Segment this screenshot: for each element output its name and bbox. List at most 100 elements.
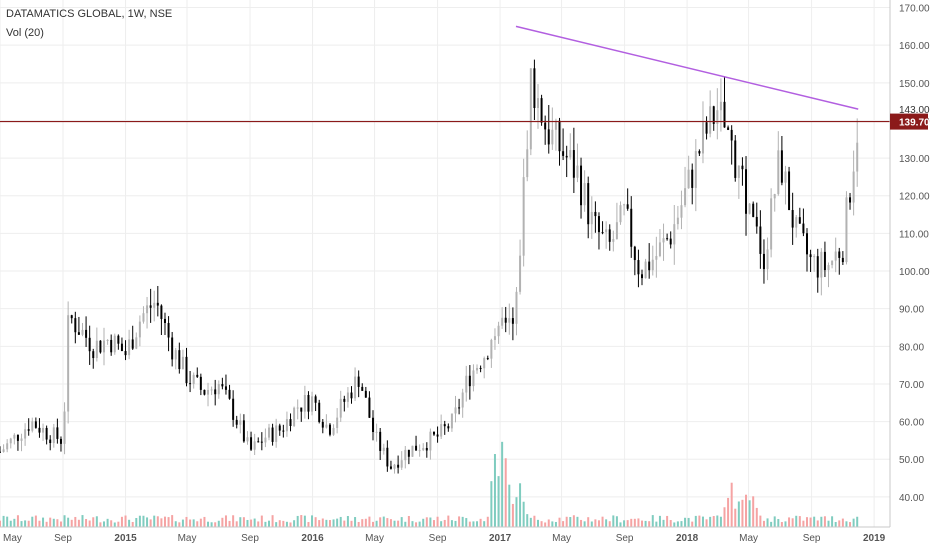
candle-body <box>752 203 755 217</box>
volume-bar <box>321 518 324 527</box>
candle-body <box>24 429 27 439</box>
candle-body <box>429 431 432 451</box>
price-label: 143.00 <box>899 105 930 116</box>
volume-bar <box>174 521 177 527</box>
candle-body <box>196 374 199 377</box>
volume-bar <box>92 517 95 527</box>
y-tick-label: 40.00 <box>899 493 924 504</box>
volume-bar <box>120 516 123 527</box>
volume-bar <box>612 515 615 527</box>
candle-body <box>590 211 593 225</box>
volume-bar <box>167 517 170 527</box>
candle-body <box>698 151 701 154</box>
candle-body <box>569 150 572 158</box>
volume-bar <box>651 515 654 527</box>
y-tick-label: 130.00 <box>899 154 930 165</box>
candle-body <box>684 188 687 206</box>
candle-body <box>85 329 88 338</box>
volume-bar <box>24 520 27 527</box>
volume-bar <box>834 521 837 527</box>
candle-body <box>321 421 324 428</box>
volume-bar <box>375 520 378 527</box>
y-tick-label: 100.00 <box>899 267 930 278</box>
x-tick-label: 2019 <box>863 533 886 544</box>
volume-bar <box>619 522 622 527</box>
candle-body <box>519 255 522 292</box>
volume-bar <box>199 518 202 527</box>
volume-bar <box>203 516 206 527</box>
candle-body <box>146 305 149 314</box>
volume-bar <box>31 516 34 527</box>
candle-body <box>411 445 414 457</box>
candle-body <box>228 389 231 399</box>
volume-bar <box>450 520 453 527</box>
volume-indicator-label[interactable]: Vol (20) <box>6 27 44 39</box>
volume-bar <box>207 521 210 527</box>
candle-body <box>110 339 113 353</box>
volume-bar <box>472 521 475 527</box>
candle-body <box>271 427 274 442</box>
candle-body <box>20 438 23 441</box>
volume-bar <box>77 519 80 527</box>
candle-body <box>529 68 532 150</box>
candle-body <box>809 254 812 258</box>
candle-body <box>224 386 227 390</box>
volume-bar <box>673 522 676 527</box>
candle-body <box>16 434 19 441</box>
candle-body <box>820 251 823 278</box>
candle-body <box>386 447 389 467</box>
candle-body <box>522 177 525 256</box>
candle-body <box>694 151 697 188</box>
candle-body <box>701 122 704 154</box>
candle-body <box>124 351 127 356</box>
volume-bar <box>745 494 748 527</box>
price-label-background <box>892 101 930 117</box>
candle-body <box>181 356 184 370</box>
candle-body <box>662 238 665 243</box>
candle-body <box>709 106 712 134</box>
volume-bar <box>526 514 529 527</box>
candle-body <box>716 110 719 124</box>
candle-body <box>382 447 385 451</box>
y-tick-label: 120.00 <box>899 192 930 203</box>
candle-body <box>235 419 238 425</box>
volume-bar <box>648 521 651 527</box>
candle-body <box>81 329 84 335</box>
volume-bar <box>562 521 565 527</box>
volume-bar <box>221 517 224 527</box>
candle-body <box>673 224 676 245</box>
candle-body <box>490 339 493 359</box>
candle-body <box>357 376 360 387</box>
candle-body <box>52 427 55 444</box>
volume-bar <box>615 516 618 527</box>
volume-bar <box>332 519 335 527</box>
volume-bar <box>788 517 791 527</box>
volume-bar <box>770 521 773 527</box>
candle-body <box>554 120 557 130</box>
x-tick-label: Sep <box>54 533 72 544</box>
candle-body <box>623 204 626 206</box>
candle-body <box>727 127 730 130</box>
volume-bar <box>709 516 712 527</box>
candle-body <box>472 370 475 387</box>
volume-bar <box>705 519 708 527</box>
candle-body <box>572 150 575 178</box>
candle-body <box>497 325 500 337</box>
volume-bar <box>780 522 783 527</box>
candle-body <box>777 150 780 195</box>
volume-bar <box>271 515 274 527</box>
y-tick-label: 150.00 <box>899 79 930 90</box>
candle-body <box>210 389 213 391</box>
candle-body <box>841 257 844 263</box>
x-tick-label: 2015 <box>114 533 137 544</box>
volume-bar <box>813 516 816 527</box>
candle-body <box>285 419 288 432</box>
volume-bar <box>443 519 446 527</box>
candle-body <box>458 407 461 409</box>
candle-body <box>526 149 529 178</box>
volume-bar <box>476 521 479 527</box>
candle-body <box>278 425 281 431</box>
candle-body <box>106 339 109 341</box>
